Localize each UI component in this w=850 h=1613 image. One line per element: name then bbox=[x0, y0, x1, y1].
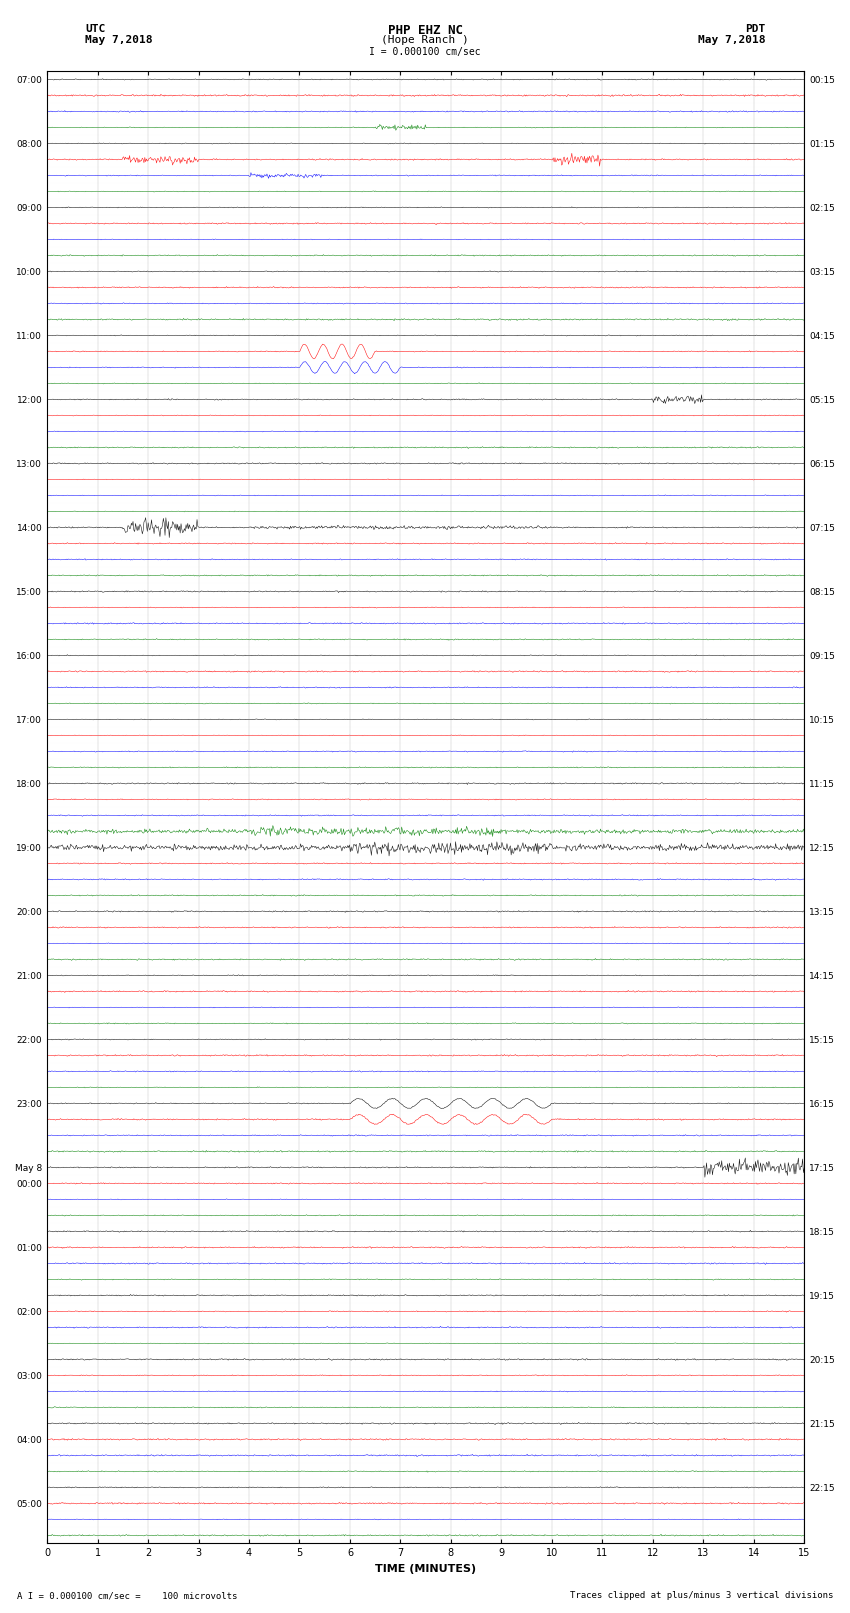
Text: May 7,2018: May 7,2018 bbox=[85, 35, 152, 45]
Text: May 7,2018: May 7,2018 bbox=[698, 35, 765, 45]
Text: A I = 0.000100 cm/sec =    100 microvolts: A I = 0.000100 cm/sec = 100 microvolts bbox=[17, 1590, 237, 1600]
X-axis label: TIME (MINUTES): TIME (MINUTES) bbox=[375, 1565, 476, 1574]
Text: Traces clipped at plus/minus 3 vertical divisions: Traces clipped at plus/minus 3 vertical … bbox=[570, 1590, 833, 1600]
Text: PHP EHZ NC: PHP EHZ NC bbox=[388, 24, 462, 37]
Text: (Hope Ranch ): (Hope Ranch ) bbox=[381, 35, 469, 45]
Text: UTC: UTC bbox=[85, 24, 105, 34]
Text: I = 0.000100 cm/sec: I = 0.000100 cm/sec bbox=[369, 47, 481, 56]
Text: PDT: PDT bbox=[745, 24, 765, 34]
